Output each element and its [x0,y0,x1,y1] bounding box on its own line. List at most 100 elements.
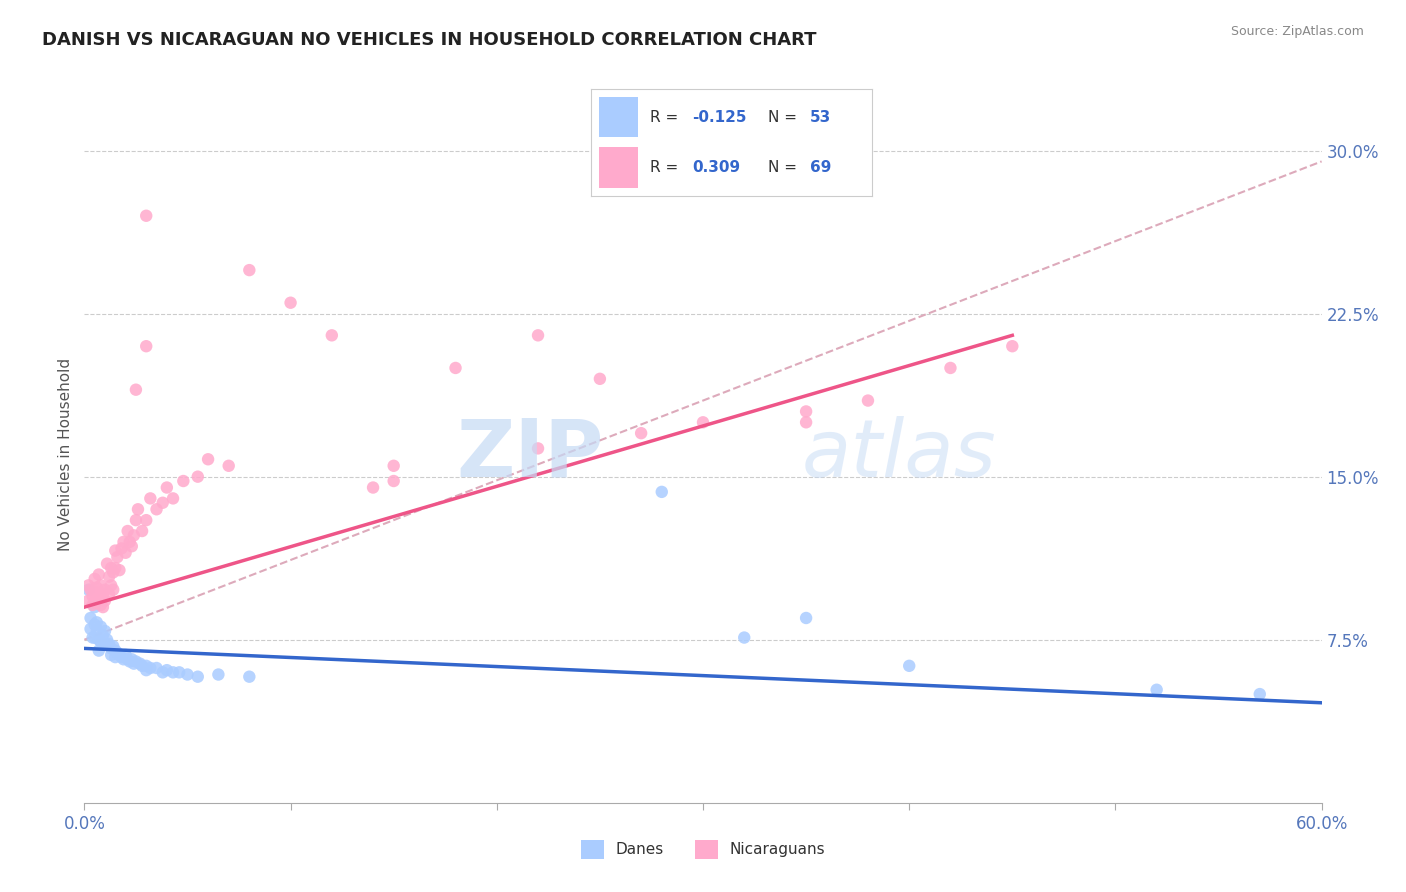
Point [86,615,108,630]
Point [197,452,219,467]
Point [105,646,128,660]
Point [100,578,122,592]
Point [733,631,755,645]
Point [630,426,652,441]
Point [121,539,143,553]
Point [125,383,148,397]
Point [90,620,112,634]
Text: -0.125: -0.125 [692,110,747,125]
Point [83,617,105,632]
Point [114,648,136,662]
Point [103,639,125,653]
Point [125,655,148,669]
Point [176,667,198,681]
Point [135,663,157,677]
Point [127,502,149,516]
Point [122,657,145,671]
Text: 0.309: 0.309 [692,160,740,175]
Text: Source: ZipAtlas.com: Source: ZipAtlas.com [1230,25,1364,38]
Point [118,655,141,669]
Point [103,566,125,580]
Point [79,582,101,597]
Point [91,628,114,642]
Point [444,360,467,375]
Point [139,491,162,506]
Point [108,563,131,577]
Point [86,591,108,606]
Point [108,648,131,662]
Point [898,658,921,673]
Point [1146,682,1168,697]
Point [172,474,194,488]
Point [162,491,184,506]
Point [82,589,104,603]
Point [280,295,302,310]
Point [145,661,167,675]
Text: 53: 53 [810,110,831,125]
Point [100,648,122,662]
Text: R =: R = [650,160,683,175]
Point [238,263,260,277]
Point [87,643,110,657]
Bar [599,147,638,187]
Point [91,587,114,601]
Point [94,637,117,651]
Point [589,372,612,386]
Point [135,513,157,527]
Point [83,600,105,615]
Point [91,600,114,615]
Text: R =: R = [650,110,683,125]
Bar [599,96,638,137]
Point [77,593,100,607]
Point [82,598,104,612]
Point [361,481,384,495]
Point [86,581,108,595]
Y-axis label: No Vehicles in Household: No Vehicles in Household [58,359,73,551]
Point [527,442,550,456]
Text: 69: 69 [810,160,831,175]
Point [79,622,101,636]
Point [207,667,229,681]
Text: N =: N = [768,160,801,175]
Point [90,578,112,592]
Text: atlas: atlas [801,416,997,494]
Point [135,658,157,673]
Point [135,339,157,353]
Point [77,578,100,592]
Point [651,484,673,499]
Point [167,665,190,680]
Point [131,658,153,673]
Point [104,650,127,665]
Point [527,328,550,343]
Point [692,415,714,429]
Point [98,587,121,601]
Point [162,665,184,680]
Point [104,561,127,575]
Point [321,328,343,343]
Point [87,632,110,647]
Point [83,585,105,599]
Point [1001,339,1024,353]
Point [90,598,112,612]
Point [121,652,143,666]
Point [94,582,117,597]
Point [129,657,152,671]
Point [118,535,141,549]
Point [139,661,162,675]
Point [104,543,127,558]
Point [82,631,104,645]
Point [145,502,167,516]
Point [96,557,118,571]
Point [100,641,122,656]
Point [94,593,117,607]
Point [98,637,121,651]
Point [122,528,145,542]
Point [382,458,405,473]
Point [152,496,174,510]
Point [98,570,121,584]
Point [90,635,112,649]
Point [83,596,105,610]
Point [187,469,209,483]
Text: N =: N = [768,110,801,125]
Point [135,209,157,223]
